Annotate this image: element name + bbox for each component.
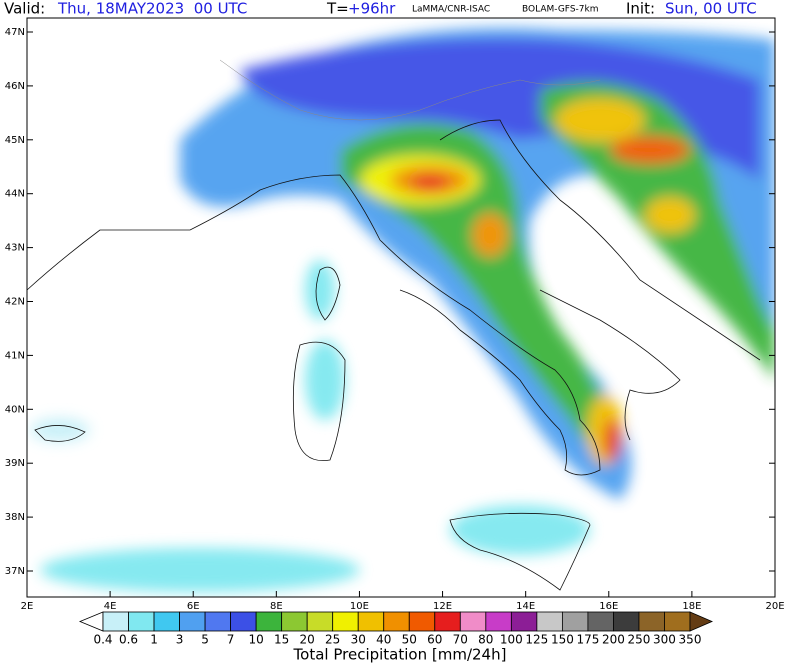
colorbar-label: 125 — [525, 633, 548, 647]
colorbar-label: 250 — [628, 633, 651, 647]
colorbar-label: 30 — [351, 633, 366, 647]
colorbar-label: 0.6 — [119, 633, 138, 647]
colorbar-box — [281, 611, 308, 632]
lon-label: 12E — [433, 601, 452, 612]
lon-label: 6E — [187, 601, 200, 612]
colorbar-box — [204, 611, 232, 632]
lon-label: 14E — [516, 601, 535, 612]
lon-label: 8E — [270, 601, 283, 612]
colorbar-label: 7 — [227, 633, 235, 647]
colorbar-box — [485, 611, 512, 632]
colorbar-box — [408, 611, 436, 632]
init-label: Init: — [626, 0, 655, 18]
lat-label: 42N — [5, 297, 25, 308]
colorbar-box — [255, 611, 283, 632]
lon-label: 10E — [350, 601, 369, 612]
valid-time: Thu, 18MAY2023 00 UTC — [57, 0, 247, 18]
colorbar-box — [230, 611, 257, 632]
colorbar-box — [357, 611, 385, 632]
colorbar-label: 10 — [248, 633, 263, 647]
colorbar-box — [587, 611, 614, 632]
lat-label: 47N — [5, 27, 25, 38]
colorbar-box — [332, 611, 359, 632]
colorbar-under — [78, 611, 104, 632]
colorbar-label: 300 — [653, 633, 676, 647]
valid-label: Valid: — [4, 0, 45, 18]
model: BOLAM-GFS-7km — [522, 5, 598, 15]
colorbar-label: 175 — [576, 633, 599, 647]
colorbar-label: 5 — [201, 633, 209, 647]
colorbar-box — [306, 611, 334, 632]
lat-label: 37N — [5, 566, 25, 577]
colorbar-over — [689, 611, 714, 632]
colorbar-box — [510, 611, 538, 632]
colorbar-label: 0.4 — [93, 633, 112, 647]
colorbar-box — [179, 611, 206, 632]
lon-label: 4E — [104, 601, 117, 612]
colorbar-box — [434, 611, 461, 632]
colorbar-box — [459, 611, 487, 632]
lead-label: T= — [326, 0, 349, 18]
colorbar-box — [102, 611, 129, 632]
colorbar-title: Total Precipitation [mm/24h] — [293, 646, 507, 664]
source: LaMMA/CNR-ISAC — [412, 5, 490, 15]
colorbar-label: 100 — [500, 633, 523, 647]
lat-label: 45N — [5, 135, 25, 146]
lat-label: 43N — [5, 243, 25, 254]
colorbar-label: 40 — [376, 633, 391, 647]
colorbar-label: 1 — [150, 633, 158, 647]
colorbar-box — [153, 611, 180, 632]
colorbar-box — [536, 611, 563, 632]
colorbar-box — [128, 611, 155, 632]
colorbar-box — [383, 611, 410, 632]
lon-label: 16E — [599, 601, 618, 612]
lat-label: 39N — [5, 458, 25, 469]
lat-label: 44N — [5, 189, 25, 200]
colorbar-label: 200 — [602, 633, 625, 647]
colorbar-label: 80 — [478, 633, 493, 647]
init-time: Sun, 00 UTC — [665, 0, 757, 18]
colorbar-label: 70 — [453, 633, 468, 647]
colorbar-label: 50 — [402, 633, 417, 647]
lead-time: +96hr — [348, 0, 396, 18]
precipitation-field — [27, 28, 775, 592]
colorbar-label: 3 — [176, 633, 184, 647]
lon-label: 20E — [765, 601, 784, 612]
lon-label: 18E — [682, 601, 701, 612]
colorbar-label: 25 — [325, 633, 340, 647]
colorbar-box — [613, 611, 640, 632]
lat-label: 41N — [5, 350, 25, 361]
colorbar-label: 60 — [427, 633, 442, 647]
colorbar-label: 350 — [679, 633, 702, 647]
colorbar-label: 20 — [300, 633, 315, 647]
colorbar-label: 150 — [551, 633, 574, 647]
colorbar-label: 15 — [274, 633, 289, 647]
colorbar-box — [561, 611, 589, 632]
lat-label: 46N — [5, 81, 25, 92]
lon-label: 2E — [21, 601, 34, 612]
map-frame — [26, 17, 776, 598]
lat-label: 40N — [5, 404, 25, 415]
lat-label: 38N — [5, 512, 25, 523]
colorbar-box — [664, 611, 691, 632]
colorbar-box — [638, 611, 665, 632]
